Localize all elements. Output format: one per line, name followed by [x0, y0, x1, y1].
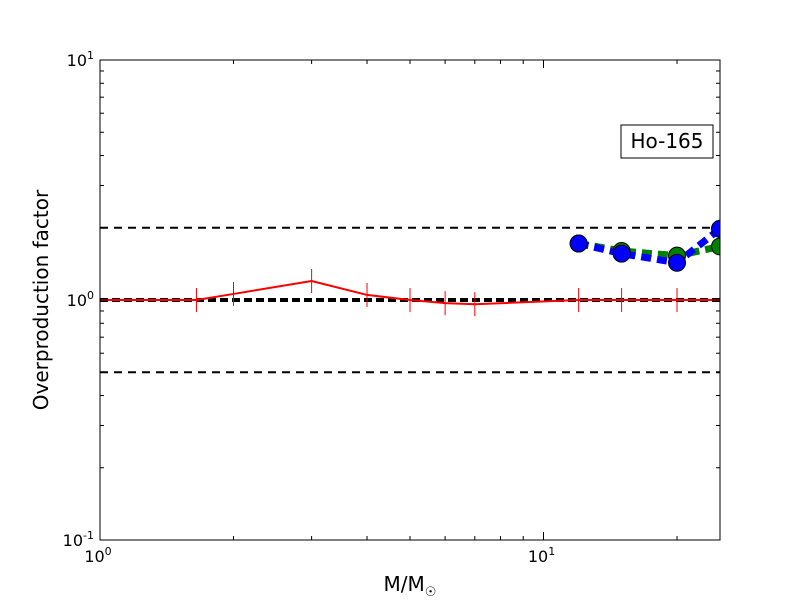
x-tick-label: 100 [84, 545, 111, 566]
series-1-point [711, 237, 720, 256]
series-markers [100, 219, 720, 317]
series-2-line [577, 226, 720, 267]
y-tick-label-base: 10 [67, 51, 87, 70]
y-tick-label: 100 [67, 289, 94, 310]
y-axis-label: Overproduction factor [29, 189, 53, 410]
series-2-point [711, 219, 720, 238]
y-tick-label: 101 [67, 49, 94, 70]
series-2-point [612, 244, 631, 263]
series-lines [100, 226, 720, 306]
x-axis-label: M/M☉ [384, 572, 437, 600]
y-tick-label-exp: -1 [83, 529, 94, 542]
x-tick-label-base: 10 [528, 547, 548, 566]
y-tick-label-exp: 0 [87, 289, 94, 302]
y-tick-label-base: 10 [67, 291, 87, 310]
x-axis-label-main: M/M [384, 572, 425, 596]
annotation-box: Ho-165 [620, 124, 714, 159]
major-ticks [99, 59, 720, 541]
y-tick-label-exp: 1 [87, 49, 94, 62]
series-2-point [569, 234, 588, 253]
x-tick-label: 101 [528, 545, 555, 566]
x-tick-label-exp: 1 [548, 545, 555, 558]
annotation-label: Ho-165 [630, 129, 703, 153]
y-tick-label-base: 10 [63, 531, 83, 550]
x-axis-label-sub: ☉ [425, 585, 437, 600]
series-0-line [100, 280, 720, 306]
y-tick-label: 10-1 [63, 529, 94, 550]
x-tick-label-exp: 0 [105, 545, 112, 558]
series-2-point [668, 253, 687, 272]
x-tick-label-base: 10 [84, 547, 104, 566]
